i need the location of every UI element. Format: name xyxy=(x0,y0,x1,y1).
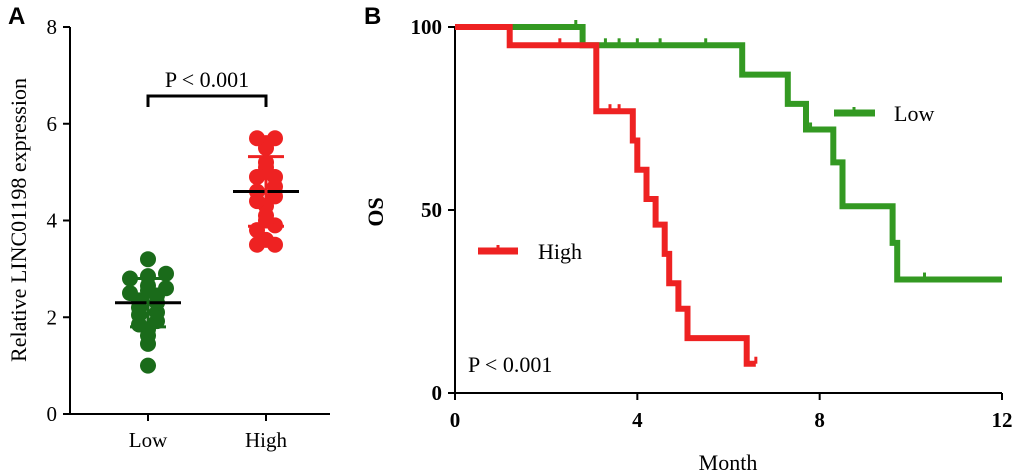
legend-low-label: Low xyxy=(894,101,934,126)
panel-b-x-axis-title: Month xyxy=(699,450,758,475)
y-tick-label: 4 xyxy=(47,209,58,233)
data-point-low xyxy=(122,285,138,302)
x-tick-label: 4 xyxy=(632,408,643,432)
panel-label-a: A xyxy=(8,3,25,30)
panel-b-y-ticks: 0 50 100 xyxy=(411,15,455,405)
x-tick-label: 12 xyxy=(992,408,1013,432)
x-tick-label: 8 xyxy=(814,408,825,432)
legend-low: Low xyxy=(834,101,934,126)
legend-high-label: High xyxy=(538,239,582,264)
data-point-high xyxy=(249,130,265,147)
survival-curve-low xyxy=(455,24,1002,283)
x-tick-label: High xyxy=(245,428,288,452)
panel-a-x-ticks: Low High xyxy=(129,414,288,452)
panel-a-significance-bracket xyxy=(146,94,268,107)
panel-a-mean-sd xyxy=(115,155,299,329)
panel-label-b: B xyxy=(364,3,381,30)
survival-curve-high xyxy=(455,24,756,367)
panel-a-points xyxy=(122,130,283,374)
y-tick-label: 0 xyxy=(432,381,443,405)
y-tick-label: 50 xyxy=(421,198,442,222)
panel-a-p-value: P < 0.001 xyxy=(165,67,249,92)
panel-b-y-axis-title: OS xyxy=(363,197,388,226)
data-point-low xyxy=(140,268,156,285)
data-point-low xyxy=(158,280,174,297)
panel-a-y-axis-title: Relative LINC01198 expression xyxy=(6,78,31,362)
y-tick-label: 100 xyxy=(411,15,443,39)
y-tick-label: 6 xyxy=(47,112,58,136)
y-tick-label: 2 xyxy=(47,305,58,329)
data-point-high xyxy=(267,130,283,147)
panel-b-p-value: P < 0.001 xyxy=(468,352,552,377)
data-point-low xyxy=(140,251,156,268)
x-tick-label: Low xyxy=(129,428,168,452)
panel-b-x-ticks: 0 4 8 12 xyxy=(450,393,1013,432)
y-tick-label: 8 xyxy=(47,15,58,39)
y-tick-label: 0 xyxy=(47,402,58,426)
legend-high: High xyxy=(478,239,582,264)
panel-b-survival-curves xyxy=(455,20,1002,367)
x-tick-label: 0 xyxy=(450,408,461,432)
data-point-low xyxy=(140,357,156,374)
panel-a-y-ticks: 0 2 4 6 8 xyxy=(47,15,70,426)
